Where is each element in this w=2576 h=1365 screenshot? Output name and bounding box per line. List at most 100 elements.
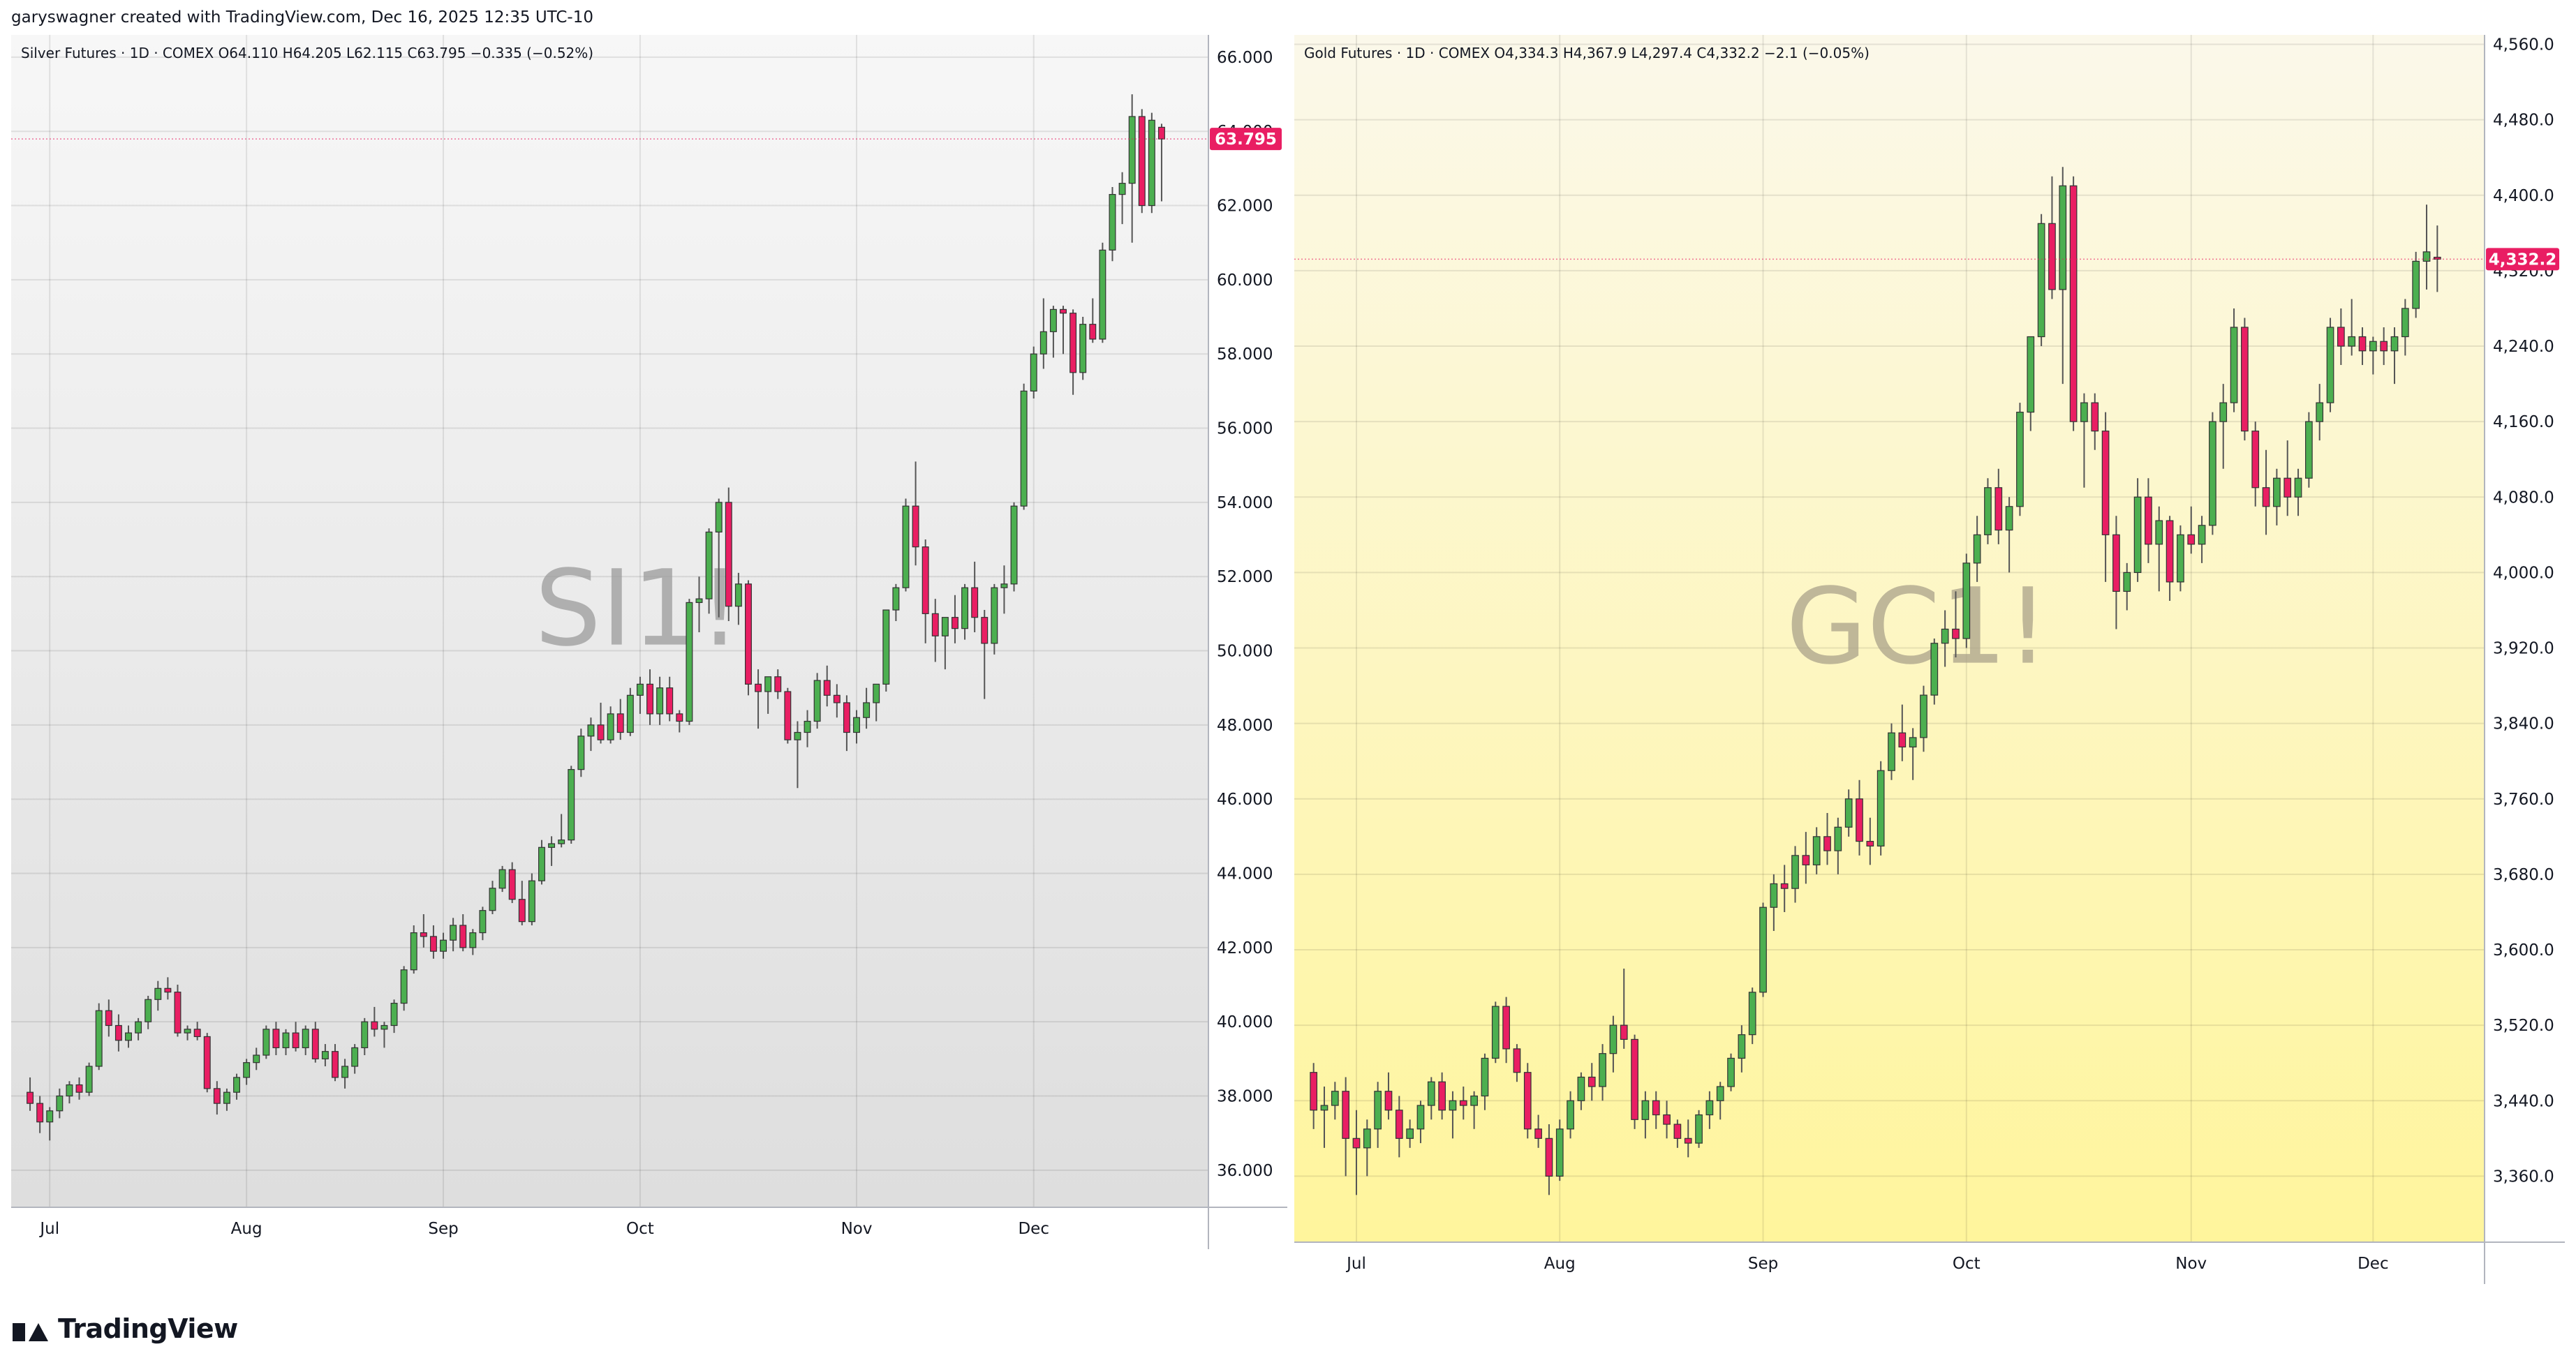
candle[interactable] <box>1099 242 1106 343</box>
candle[interactable] <box>1641 1091 1650 1139</box>
candle[interactable] <box>184 1025 191 1040</box>
candle[interactable] <box>755 669 762 729</box>
candle[interactable] <box>1748 987 1756 1045</box>
candle[interactable] <box>380 1022 388 1048</box>
candle[interactable] <box>302 1025 309 1056</box>
candle[interactable] <box>450 918 457 952</box>
candle[interactable] <box>833 684 841 718</box>
candle[interactable] <box>2326 318 2334 412</box>
candle[interactable] <box>193 1022 201 1040</box>
candle[interactable] <box>1157 124 1165 202</box>
candle[interactable] <box>1534 1114 1542 1148</box>
candle[interactable] <box>2059 167 2067 385</box>
candle[interactable] <box>1010 502 1018 592</box>
candle[interactable] <box>1352 1110 1361 1195</box>
chart-svg[interactable]: 3,360.0 3,440.0 3,520.0 3,600.0 3,680.0 3,760… <box>1294 35 2565 1291</box>
candle[interactable] <box>95 1003 103 1071</box>
candle[interactable] <box>2091 393 2099 450</box>
candle[interactable] <box>1727 1053 1735 1091</box>
candle[interactable] <box>597 702 605 744</box>
candle[interactable] <box>1545 1124 1553 1195</box>
candle[interactable] <box>1920 685 1927 752</box>
candle[interactable] <box>1406 1119 1414 1148</box>
candle[interactable] <box>2133 478 2142 582</box>
candle[interactable] <box>2412 251 2420 318</box>
candle[interactable] <box>1118 172 1126 225</box>
candle[interactable] <box>1395 1096 1403 1158</box>
candle[interactable] <box>2337 308 2345 366</box>
candle[interactable] <box>538 840 545 885</box>
candle[interactable] <box>2187 506 2196 554</box>
candle[interactable] <box>469 929 477 955</box>
candle[interactable] <box>1567 1091 1574 1139</box>
candle[interactable] <box>2209 412 2216 535</box>
tradingview-logo[interactable]: TradingView <box>13 1313 238 1344</box>
candle[interactable] <box>479 907 487 941</box>
candle[interactable] <box>1631 1034 1638 1129</box>
candle[interactable] <box>1039 298 1047 369</box>
candle[interactable] <box>2251 422 2260 507</box>
candle[interactable] <box>223 1088 230 1111</box>
candle[interactable] <box>332 1044 339 1082</box>
candle[interactable] <box>311 1022 319 1063</box>
candle[interactable] <box>410 925 417 974</box>
gold-chart-panel[interactable]: 3,360.0 3,440.0 3,520.0 3,600.0 3,680.0 3,760… <box>1294 35 2565 1291</box>
candle[interactable] <box>2145 478 2152 563</box>
candle[interactable] <box>1888 723 1895 780</box>
candle[interactable] <box>971 561 979 632</box>
candle[interactable] <box>873 683 880 722</box>
candle[interactable] <box>361 1017 369 1056</box>
candle[interactable] <box>2294 468 2302 516</box>
candle[interactable] <box>1438 1072 1446 1120</box>
candle[interactable] <box>656 676 664 725</box>
candle[interactable] <box>1994 468 2003 544</box>
candle[interactable] <box>114 1014 122 1052</box>
candle[interactable] <box>371 1006 378 1037</box>
candle[interactable] <box>440 932 447 959</box>
candle[interactable] <box>686 599 693 725</box>
candle[interactable] <box>489 881 496 914</box>
candle[interactable] <box>921 539 929 643</box>
candle[interactable] <box>646 669 653 725</box>
candle[interactable] <box>951 595 958 643</box>
candle[interactable] <box>1320 1086 1328 1148</box>
candle[interactable] <box>1069 309 1077 395</box>
candle[interactable] <box>1984 478 1992 544</box>
candle[interactable] <box>2433 225 2441 292</box>
candle[interactable] <box>1109 186 1116 262</box>
candle[interactable] <box>2112 516 2120 629</box>
candle[interactable] <box>1000 565 1008 614</box>
candle[interactable] <box>882 609 890 692</box>
candle[interactable] <box>587 717 595 752</box>
candle[interactable] <box>1427 1077 1435 1120</box>
candle[interactable] <box>1049 306 1057 358</box>
candle[interactable] <box>2348 299 2356 356</box>
candle[interactable] <box>1470 1091 1478 1129</box>
candle[interactable] <box>568 766 575 844</box>
candle[interactable] <box>1738 1025 1746 1073</box>
candle[interactable] <box>1759 902 1767 997</box>
candle[interactable] <box>1523 1063 1532 1139</box>
candle[interactable] <box>1459 1086 1467 1120</box>
candle[interactable] <box>498 865 506 893</box>
candle[interactable] <box>813 673 821 729</box>
candle[interactable] <box>548 836 556 866</box>
candle[interactable] <box>1609 1015 1618 1073</box>
candle[interactable] <box>794 721 801 789</box>
candle[interactable] <box>853 710 860 744</box>
candle[interactable] <box>725 487 732 621</box>
candle[interactable] <box>1481 1053 1489 1110</box>
candle[interactable] <box>2273 468 2281 525</box>
candle[interactable] <box>459 914 467 952</box>
candle[interactable] <box>1620 969 1628 1049</box>
candle[interactable] <box>1705 1091 1714 1129</box>
candle[interactable] <box>1812 827 1821 874</box>
candle[interactable] <box>282 1029 290 1056</box>
candle[interactable] <box>1363 1119 1371 1177</box>
candle[interactable] <box>1770 874 1778 931</box>
candle[interactable] <box>1695 1110 1703 1148</box>
candle[interactable] <box>1502 997 1510 1064</box>
candle[interactable] <box>626 687 634 736</box>
candle[interactable] <box>1716 1082 1724 1120</box>
candle[interactable] <box>321 1044 329 1066</box>
